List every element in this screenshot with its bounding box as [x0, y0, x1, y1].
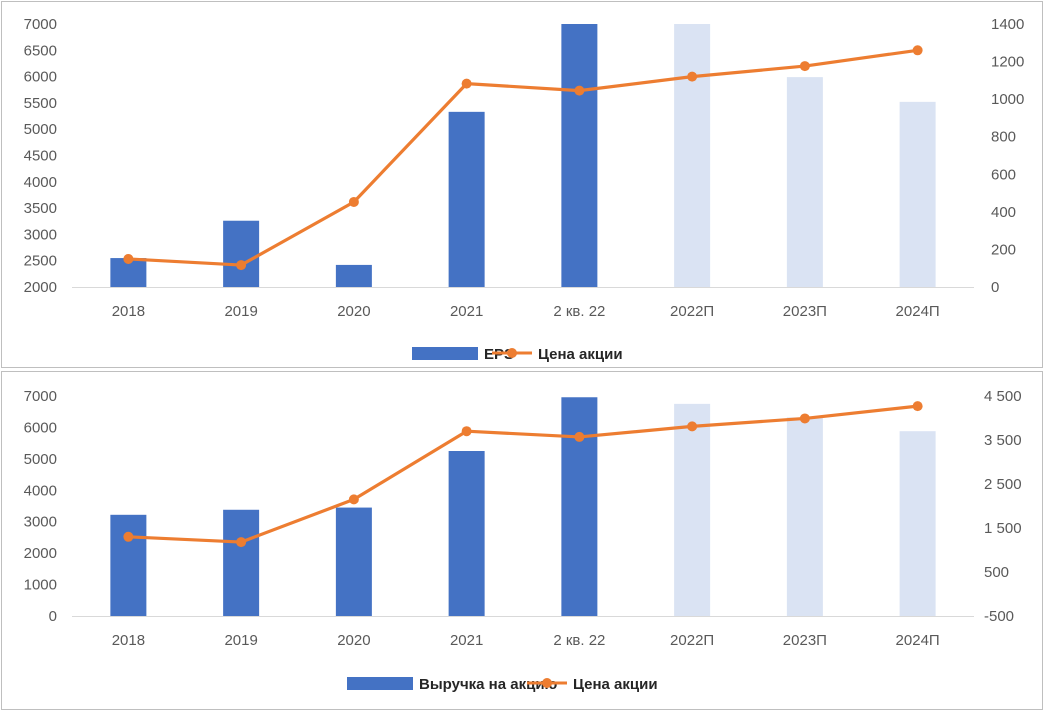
y-left-tick-label: 6500: [24, 42, 57, 59]
y-left-tick-label: 5000: [24, 121, 57, 138]
y-right-tick-label: 4 500: [984, 388, 1022, 405]
bar: [561, 24, 598, 287]
price-point: [461, 426, 472, 437]
x-tick-label: 2019: [224, 632, 257, 649]
forecast-bar: [674, 24, 711, 287]
y-left-tick-label: 1000: [24, 577, 57, 594]
price-point: [687, 421, 698, 432]
x-tick-label: 2018: [112, 303, 145, 320]
price-line: [128, 404, 918, 544]
forecast-bar: [786, 77, 823, 287]
y-right-tick-label: 400: [991, 204, 1016, 221]
x-tick-label: 2023П: [783, 632, 827, 649]
y-left-tick-label: 2500: [24, 253, 57, 270]
bar: [561, 397, 598, 616]
y-left-tick-label: 6000: [24, 419, 57, 436]
price-point: [348, 494, 359, 505]
price-point: [687, 71, 698, 82]
forecast-bar: [786, 417, 823, 616]
y-left-tick-label: 0: [49, 608, 57, 625]
y-right-tick-label: 500: [984, 564, 1009, 581]
legend-line-marker: [542, 678, 552, 688]
x-tick-label: 2019: [224, 303, 257, 320]
forecast-bar: [899, 431, 936, 616]
revenue-chart: 0 1000 2000 3000 4000 5000 6000 7000 -500 500 1 50…: [24, 388, 1022, 693]
y-right-tick-label: -500: [984, 608, 1014, 625]
y-left-tick-label: 3500: [24, 200, 57, 217]
bar: [110, 514, 147, 616]
x-tick-label: 2024П: [896, 632, 940, 649]
price-point: [912, 45, 923, 56]
y-left-tick-label: 3000: [24, 226, 57, 243]
y-right-tick-label: 1 500: [984, 520, 1022, 537]
legend-bar-swatch: [412, 347, 478, 360]
bar: [448, 111, 485, 287]
price-point: [912, 401, 923, 412]
x-tick-label: 2021: [450, 632, 483, 649]
revenue-chart-panel: 0 1000 2000 3000 4000 5000 6000 7000 -500 500 1 50…: [1, 371, 1043, 710]
legend-line-marker: [507, 348, 517, 358]
x-tick-label: 2024П: [896, 303, 940, 320]
x-tick-label: 2018: [112, 632, 145, 649]
eps-chart-panel: 2000 2500 3000 3500 4000 4500 5000 5500 6000 6500…: [1, 1, 1043, 368]
forecast-bar: [899, 101, 936, 288]
x-tick-label: 2022П: [670, 632, 714, 649]
x-tick-label: 2020: [337, 632, 370, 649]
forecast-bar: [674, 403, 711, 616]
x-tick-label: 2023П: [783, 303, 827, 320]
bar: [223, 509, 260, 616]
y-right-tick-label: 200: [991, 241, 1016, 258]
price-point: [348, 196, 359, 207]
price-point: [574, 85, 585, 96]
y-right-tick-label: 1200: [991, 54, 1024, 71]
y-left-tick-label: 2000: [24, 279, 57, 296]
price-point: [461, 78, 472, 89]
legend-label-price: Цена акции: [538, 346, 623, 363]
y-left-tick-label: 4500: [24, 148, 57, 165]
y-left-tick-label: 5500: [24, 95, 57, 112]
bar: [335, 264, 372, 287]
bar: [223, 220, 260, 287]
price-point: [236, 260, 247, 271]
y-left-tick-label: 2000: [24, 545, 57, 562]
price-point: [799, 413, 810, 424]
legend-label-bars: Выручка на акцию: [419, 676, 558, 693]
y-right-tick-label: 1400: [991, 16, 1024, 33]
x-tick-label: 2 кв. 22: [553, 632, 605, 649]
y-left-tick-label: 4000: [24, 174, 57, 191]
bar: [335, 507, 372, 616]
y-left-tick-label: 3000: [24, 514, 57, 531]
y-left-tick-label: 6000: [24, 69, 57, 86]
y-left-tick-label: 7000: [24, 16, 57, 33]
y-right-tick-label: 3 500: [984, 432, 1022, 449]
y-left-tick-label: 7000: [24, 388, 57, 405]
y-right-tick-label: 1000: [991, 91, 1024, 108]
y-right-tick-label: 2 500: [984, 476, 1022, 493]
price-line: [128, 48, 918, 267]
y-right-tick-label: 800: [991, 129, 1016, 146]
price-point: [574, 431, 585, 442]
x-tick-label: 2020: [337, 303, 370, 320]
y-right-tick-label: 600: [991, 166, 1016, 183]
eps-chart: 2000250030003500400045005000550060006500…: [24, 16, 1025, 363]
y-right-tick-label: 0: [991, 279, 999, 296]
legend-label-price: Цена акции: [573, 676, 658, 693]
x-tick-label: 2022П: [670, 303, 714, 320]
y-left-tick-label: 4000: [24, 482, 57, 499]
y-left-tick-label: 5000: [24, 451, 57, 468]
bar: [448, 451, 485, 616]
price-point: [123, 531, 134, 542]
x-tick-label: 2021: [450, 303, 483, 320]
price-point: [236, 537, 247, 548]
price-point: [799, 61, 810, 72]
x-tick-label: 2 кв. 22: [553, 303, 605, 320]
legend-bar-swatch: [347, 677, 413, 690]
price-point: [123, 253, 134, 264]
